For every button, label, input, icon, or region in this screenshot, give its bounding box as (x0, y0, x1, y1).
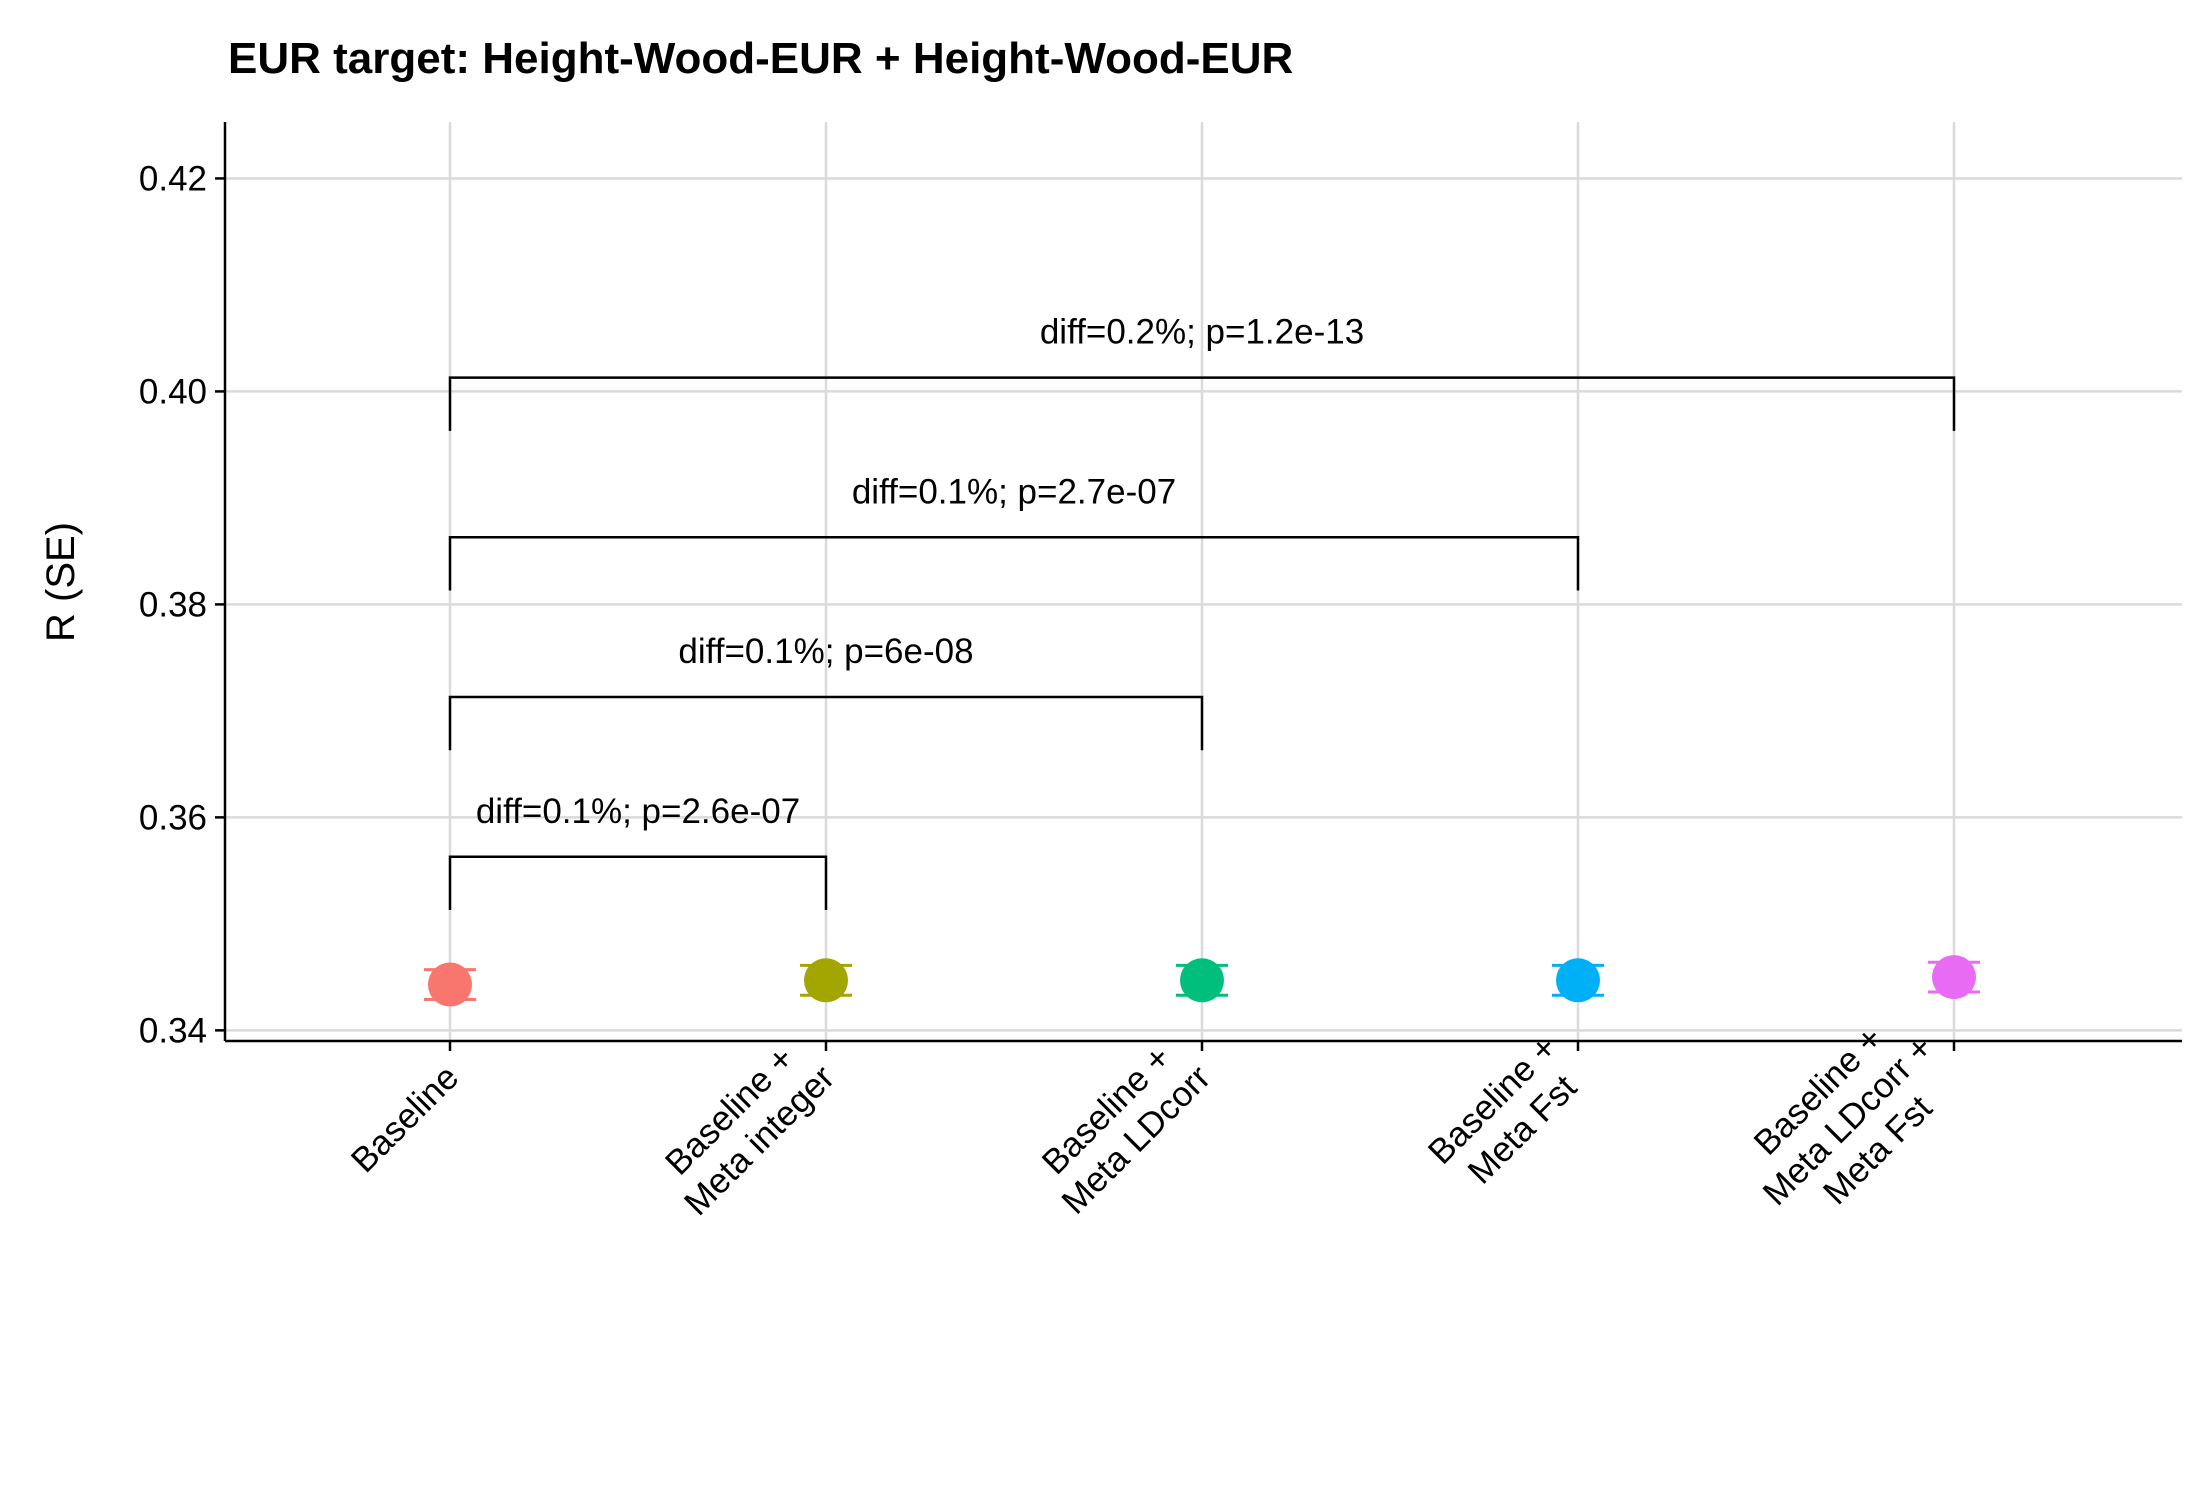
data-points (424, 955, 1980, 1007)
point-group-4 (1928, 955, 1980, 1000)
bracket-0 (448, 855, 828, 911)
comparison-brackets: diff=0.1%; p=2.6e-07 diff=0.1%; p=6e-08 di… (448, 313, 1956, 911)
bracket-1 (448, 695, 1204, 751)
bracket-label-1: diff=0.1%; p=6e-08 (678, 632, 973, 671)
point-group-1 (800, 958, 852, 1003)
data-point-1 (804, 958, 848, 1003)
point-group-3 (1552, 958, 1604, 1003)
y-tick-label-2: 0.38 (139, 585, 207, 624)
bracket-3 (448, 376, 1956, 431)
x-tick-label-4: Baseline +Meta LDcorr +Meta Fst (1726, 998, 1970, 1242)
bracket-2 (448, 536, 1580, 591)
axes (223, 122, 2182, 1043)
point-group-2 (1176, 958, 1228, 1003)
x-tick-label-0: Baseline (344, 1058, 467, 1181)
y-tick-label-0: 0.34 (139, 1011, 207, 1050)
x-tick-labels: Baseline Baseline +Meta integer Baseline +… (344, 998, 1970, 1242)
data-point-0 (428, 962, 472, 1007)
data-point-4 (1932, 955, 1976, 1000)
y-tick-label-3: 0.40 (139, 372, 207, 411)
x-tick-label-3: Baseline +Meta Fst (1421, 1028, 1595, 1202)
point-group-0 (424, 962, 476, 1007)
y-axis-label: R (SE) (39, 522, 83, 642)
grid-lines (225, 122, 2182, 1041)
chart-title: EUR target: Height-Wood-EUR + Height-Woo… (228, 34, 1293, 83)
x-tick-label-2: Baseline +Meta LDcorr (1025, 1028, 1219, 1222)
y-tick-label-1: 0.36 (139, 798, 207, 837)
x-tick-label-line: Baseline (344, 1058, 467, 1181)
x-tick-label-1: Baseline +Meta integer (647, 1028, 842, 1223)
bracket-label-0: diff=0.1%; p=2.6e-07 (476, 792, 800, 831)
bracket-label-3: diff=0.2%; p=1.2e-13 (1040, 313, 1364, 352)
y-tick-labels: 0.34 0.36 0.38 0.40 0.42 (139, 159, 225, 1050)
data-point-2 (1180, 958, 1224, 1003)
y-tick-label-4: 0.42 (139, 159, 207, 198)
bracket-label-2: diff=0.1%; p=2.7e-07 (852, 472, 1176, 511)
data-point-3 (1556, 958, 1600, 1003)
